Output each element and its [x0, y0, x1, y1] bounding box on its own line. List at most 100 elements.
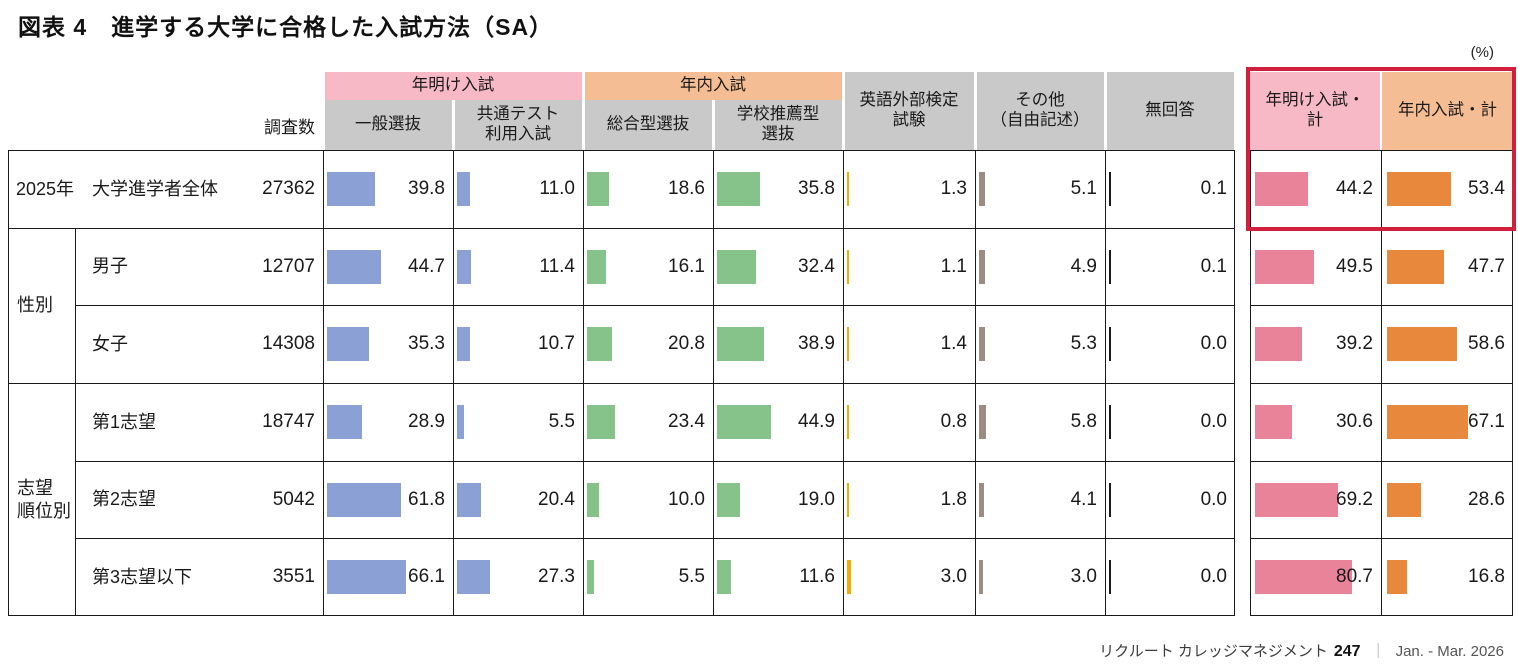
value-sogo: 10.0	[668, 488, 705, 510]
bar-sogo	[587, 171, 610, 206]
row-label: 第3志望以下	[92, 566, 193, 587]
value-kyotsu: 10.7	[538, 333, 575, 355]
bar-sonota	[979, 171, 986, 206]
bar-sonota	[979, 404, 986, 439]
value-eigo: 3.0	[940, 566, 967, 588]
percent-unit-label: (%)	[1470, 44, 1494, 61]
row-group-label: 性別	[17, 295, 53, 316]
bar-toshiake_kei	[1255, 327, 1303, 362]
table-border-line	[583, 150, 584, 616]
bar-mukaito	[1109, 327, 1111, 362]
bar-suisen	[717, 404, 771, 439]
table-border-line	[1512, 150, 1513, 616]
bar-suisen	[717, 249, 756, 284]
bar-sonota	[979, 482, 984, 517]
bar-nennai_kei	[1387, 171, 1452, 206]
bar-kyotsu	[457, 327, 470, 362]
table-border-line	[8, 383, 1235, 384]
footer-publication: リクルート カレッジマネジメント	[1099, 643, 1328, 660]
value-suisen: 38.9	[798, 333, 835, 355]
value-toshiake_kei: 44.2	[1336, 177, 1373, 199]
table-border-line	[975, 150, 976, 616]
footer-issue-number: 247	[1333, 643, 1361, 660]
bar-mukaito	[1109, 560, 1111, 595]
value-eigo: 1.3	[940, 177, 967, 199]
survey-count: 18747	[262, 410, 315, 432]
bar-toshiake_kei	[1255, 482, 1339, 517]
value-sonota: 4.1	[1070, 488, 1097, 510]
bar-sogo	[587, 560, 594, 595]
value-toshiake_kei: 69.2	[1336, 488, 1373, 510]
survey-count: 27362	[262, 177, 315, 199]
bar-sogo	[587, 327, 612, 362]
row-label: 2025年 大学進学者全体	[16, 178, 219, 199]
value-mukaito: 0.1	[1200, 255, 1227, 277]
value-toshiake_kei: 80.7	[1336, 566, 1373, 588]
bar-eigo	[847, 482, 850, 517]
value-ippan: 28.9	[408, 410, 445, 432]
value-sogo: 20.8	[668, 333, 705, 355]
bar-nennai_kei	[1387, 404, 1468, 439]
column-header-common-test: 共通テスト 利用入試	[454, 100, 582, 150]
value-suisen: 44.9	[798, 410, 835, 432]
bar-suisen	[717, 171, 760, 206]
bar-nennai_kei	[1387, 482, 1422, 517]
table-border-line	[8, 150, 1235, 151]
column-header-english-external-test: 英語外部検定 試験	[844, 72, 974, 150]
bar-ippan	[327, 404, 362, 439]
bar-kyotsu	[457, 404, 464, 439]
footer: リクルート カレッジマネジメント 247 ｜ Jan. - Mar. 2026	[1099, 640, 1504, 661]
bar-sonota	[979, 560, 983, 595]
bar-eigo	[847, 171, 849, 206]
table-border-line	[323, 150, 324, 616]
bar-sogo	[587, 482, 599, 517]
bar-ippan	[327, 249, 381, 284]
value-mukaito: 0.0	[1200, 410, 1227, 432]
bar-eigo	[847, 249, 849, 284]
table-border-line	[713, 150, 714, 616]
bar-kyotsu	[457, 171, 471, 206]
bar-sogo	[587, 404, 616, 439]
value-sonota: 3.0	[1070, 566, 1097, 588]
value-kyotsu: 5.5	[548, 410, 575, 432]
value-nennai_kei: 28.6	[1468, 488, 1505, 510]
survey-count: 5042	[272, 488, 315, 510]
table-border-line	[8, 227, 1235, 229]
value-mukaito: 0.0	[1200, 333, 1227, 355]
value-suisen: 19.0	[798, 488, 835, 510]
bar-toshiake_kei	[1255, 171, 1309, 206]
table-border-line	[75, 227, 76, 616]
bar-kyotsu	[457, 249, 471, 284]
survey-count: 14308	[262, 333, 315, 355]
value-toshiake_kei: 30.6	[1336, 410, 1373, 432]
value-ippan: 66.1	[408, 566, 445, 588]
totals-table-data: 44.2 53.4 49.5 47.7 39.2 58.6 30.6 67.1 69.2 28.6…	[1250, 150, 1513, 616]
footer-period: Jan. - Mar. 2026	[1395, 643, 1504, 660]
table-border-line	[1250, 150, 1251, 616]
value-eigo: 0.8	[940, 410, 967, 432]
table-border-line	[1105, 150, 1106, 616]
column-header-no-answer: 無回答	[1106, 72, 1234, 150]
table-border-line	[75, 460, 1235, 462]
survey-count: 12707	[262, 255, 315, 277]
bar-nennai_kei	[1387, 327, 1458, 362]
row-label: 男子	[92, 256, 128, 277]
value-sogo: 5.5	[678, 566, 705, 588]
column-group-header-within-year-exams: 年内入試	[584, 72, 842, 100]
table-border-line	[8, 615, 1235, 616]
value-nennai_kei: 53.4	[1468, 177, 1505, 199]
bar-toshiake_kei	[1255, 404, 1292, 439]
row-label: 女子	[92, 333, 128, 354]
survey-count: 3551	[272, 566, 315, 588]
value-nennai_kei: 47.7	[1468, 255, 1505, 277]
table-border-line	[8, 150, 9, 616]
bar-ippan	[327, 327, 370, 362]
value-sonota: 5.8	[1070, 410, 1097, 432]
value-mukaito: 0.1	[1200, 177, 1227, 199]
bar-sonota	[979, 327, 986, 362]
bar-toshiake_kei	[1255, 560, 1352, 595]
value-kyotsu: 11.0	[539, 177, 575, 199]
bar-mukaito	[1109, 404, 1111, 439]
bar-nennai_kei	[1387, 249, 1445, 284]
